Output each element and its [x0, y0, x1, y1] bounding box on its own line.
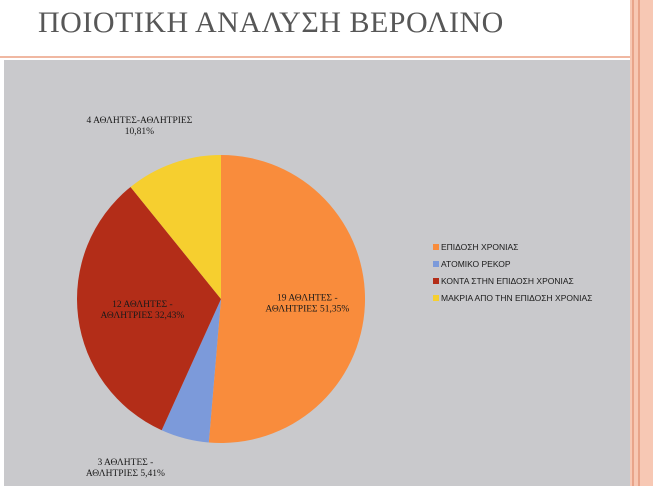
legend-item-2: ΑΤΟΜΙΚΟ ΡΕΚΟΡ: [433, 259, 511, 269]
legend-swatch: [433, 295, 439, 301]
title-divider: [0, 56, 630, 58]
legend-swatch: [433, 278, 439, 284]
legend-label: ΜΑΚΡΙΑ ΑΠΟ ΤΗΝ ΕΠΙΔΟΣΗ ΧΡΟΝΙΑΣ: [441, 293, 592, 303]
slide-border-right: [630, 0, 653, 486]
legend-item-1: ΕΠΙΔΟΣΗ ΧΡΟΝΙΑΣ: [433, 242, 518, 252]
legend-label: ΚΟΝΤΑ ΣΤΗΝ ΕΠΙΔΟΣΗ ΧΡΟΝΙΑΣ: [441, 276, 574, 286]
legend-swatch: [433, 244, 439, 250]
legend-label: ΑΤΟΜΙΚΟ ΡΕΚΟΡ: [441, 259, 511, 269]
slide-title: ΠΟΙΟΤΙΚΗ ΑΝΑΛΥΣΗ ΒΕΡΟΛΙΝΟ: [38, 6, 504, 39]
pie-slice-4: [130, 155, 221, 299]
pie-slice-3: [76, 186, 222, 431]
legend-item-4: ΜΑΚΡΙΑ ΑΠΟ ΤΗΝ ΕΠΙΔΟΣΗ ΧΡΟΝΙΑΣ: [433, 293, 592, 303]
legend-item-3: ΚΟΝΤΑ ΣΤΗΝ ΕΠΙΔΟΣΗ ΧΡΟΝΙΑΣ: [433, 276, 574, 286]
pie-slice-1: [208, 155, 366, 443]
data-label-4: 4 ΑΘΛΗΤΕΣ-ΑΘΛΗΤΡΙΕΣ 10,81%: [87, 116, 193, 137]
data-label-3: 12 ΑΘΛΗΤΕΣ -ΑΘΛΗΤΡΙΕΣ 32,43%: [100, 300, 184, 321]
legend-label: ΕΠΙΔΟΣΗ ΧΡΟΝΙΑΣ: [441, 242, 518, 252]
pie-slice-2: [161, 299, 221, 443]
data-label-2: 3 ΑΘΛΗΤΕΣ -ΑΘΛΗΤΡΙΕΣ 5,41%: [86, 458, 165, 479]
data-label-1: 19 ΑΘΛΗΤΕΣ -ΑΘΛΗΤΡΙΕΣ 51,35%: [265, 294, 349, 315]
legend-swatch: [433, 261, 439, 267]
